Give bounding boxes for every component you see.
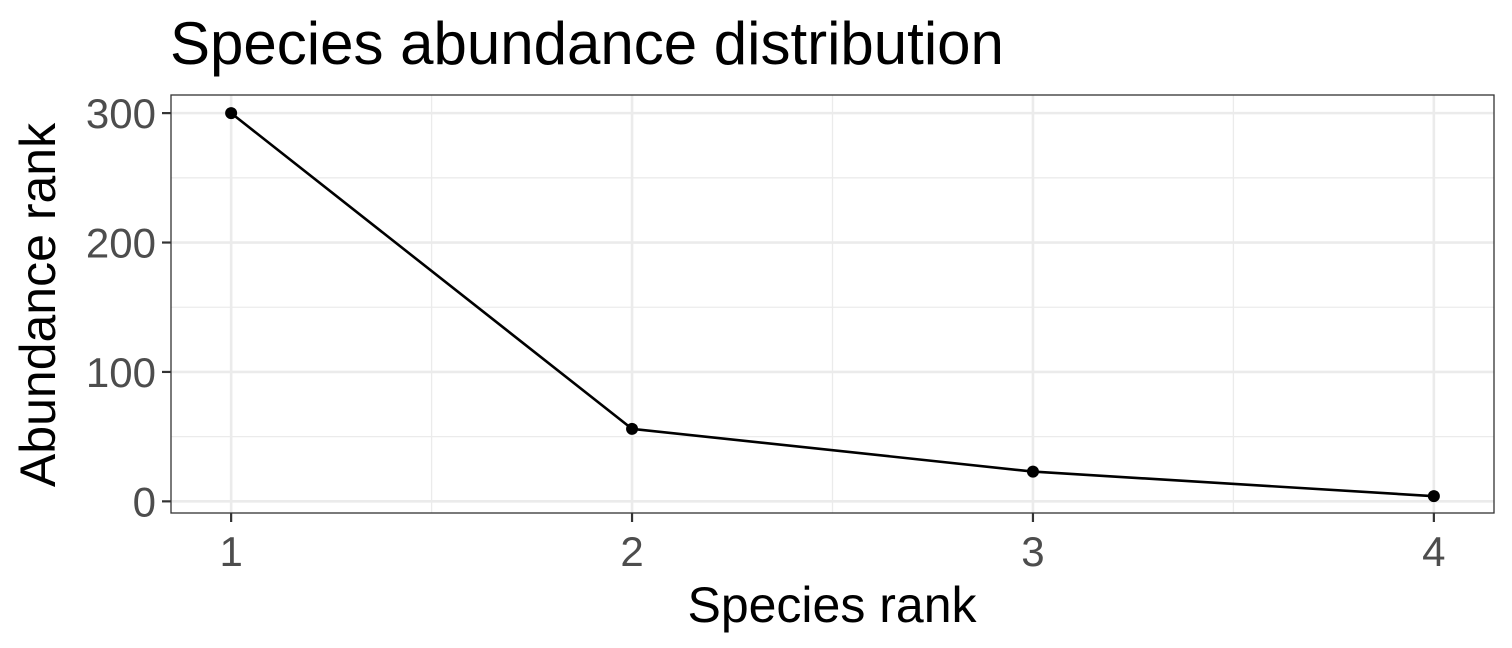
grid-minor-layer [171,95,1494,513]
ticks-layer [162,112,1435,522]
series-line [230,112,1434,498]
x-tick-label: 2 [620,528,643,575]
tick-labels-layer: 1 2 3 4 0 100 200 300 [86,90,1446,575]
y-tick-label: 300 [86,90,156,137]
x-tick-label: 3 [1021,528,1044,575]
series-layer [225,107,1440,503]
panel-border [170,94,1495,514]
data-point [626,422,639,435]
y-tick-label: 100 [86,349,156,396]
y-tick-label: 0 [133,478,156,525]
data-point [225,107,238,120]
chart-title: Species abundance distribution [170,10,1004,77]
data-point [1427,490,1440,503]
y-tick-label: 200 [86,220,156,267]
x-tick-label: 1 [219,528,242,575]
data-point [1026,465,1039,478]
x-axis-title: Species rank [687,577,977,633]
x-tick-label: 4 [1422,528,1445,575]
y-axis-title: Abundance rank [10,122,66,487]
grid-major-layer [171,95,1494,513]
